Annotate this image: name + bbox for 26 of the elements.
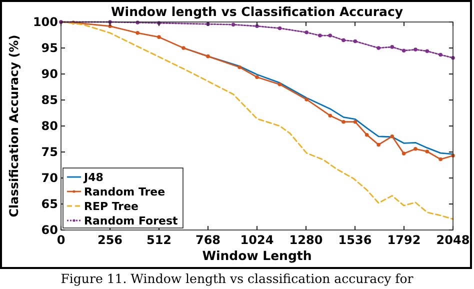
x-tick-label: 0: [56, 233, 66, 247]
y-tick-label: 60: [41, 223, 58, 237]
x-tick-label: 1536: [338, 233, 372, 247]
legend-label: Random Tree: [84, 186, 166, 198]
y-tick-label: 65: [41, 197, 58, 211]
y-tick-label: 75: [41, 145, 58, 159]
legend-label: REP Tree: [84, 200, 139, 213]
x-axis-title: Window Length: [202, 248, 312, 263]
y-tick-label: 80: [41, 119, 58, 133]
legend-label: J48: [83, 171, 104, 184]
caption: Figure 11. Window length vs classification accuracy for: [60, 271, 414, 286]
y-tick-label: 100: [32, 15, 58, 29]
x-tick-label: 512: [146, 233, 172, 247]
x-tick-label: 2048: [436, 233, 470, 247]
y-tick-label: 70: [41, 171, 58, 185]
y-tick-label: 90: [41, 67, 58, 81]
y-tick-label: 85: [41, 93, 58, 107]
x-tick-label: 1024: [240, 233, 274, 247]
y-axis-title: Classification Accuracy (%): [7, 34, 21, 218]
x-tick-label: 256: [97, 233, 123, 247]
x-tick-label: 768: [195, 233, 221, 247]
x-tick-label: 1280: [289, 233, 323, 247]
x-tick-label: 1792: [387, 233, 421, 247]
y-tick-label: 95: [41, 41, 58, 55]
chart-title: Window length vs Classification Accuracy: [111, 4, 403, 19]
legend-label: Random Forest: [84, 214, 178, 228]
